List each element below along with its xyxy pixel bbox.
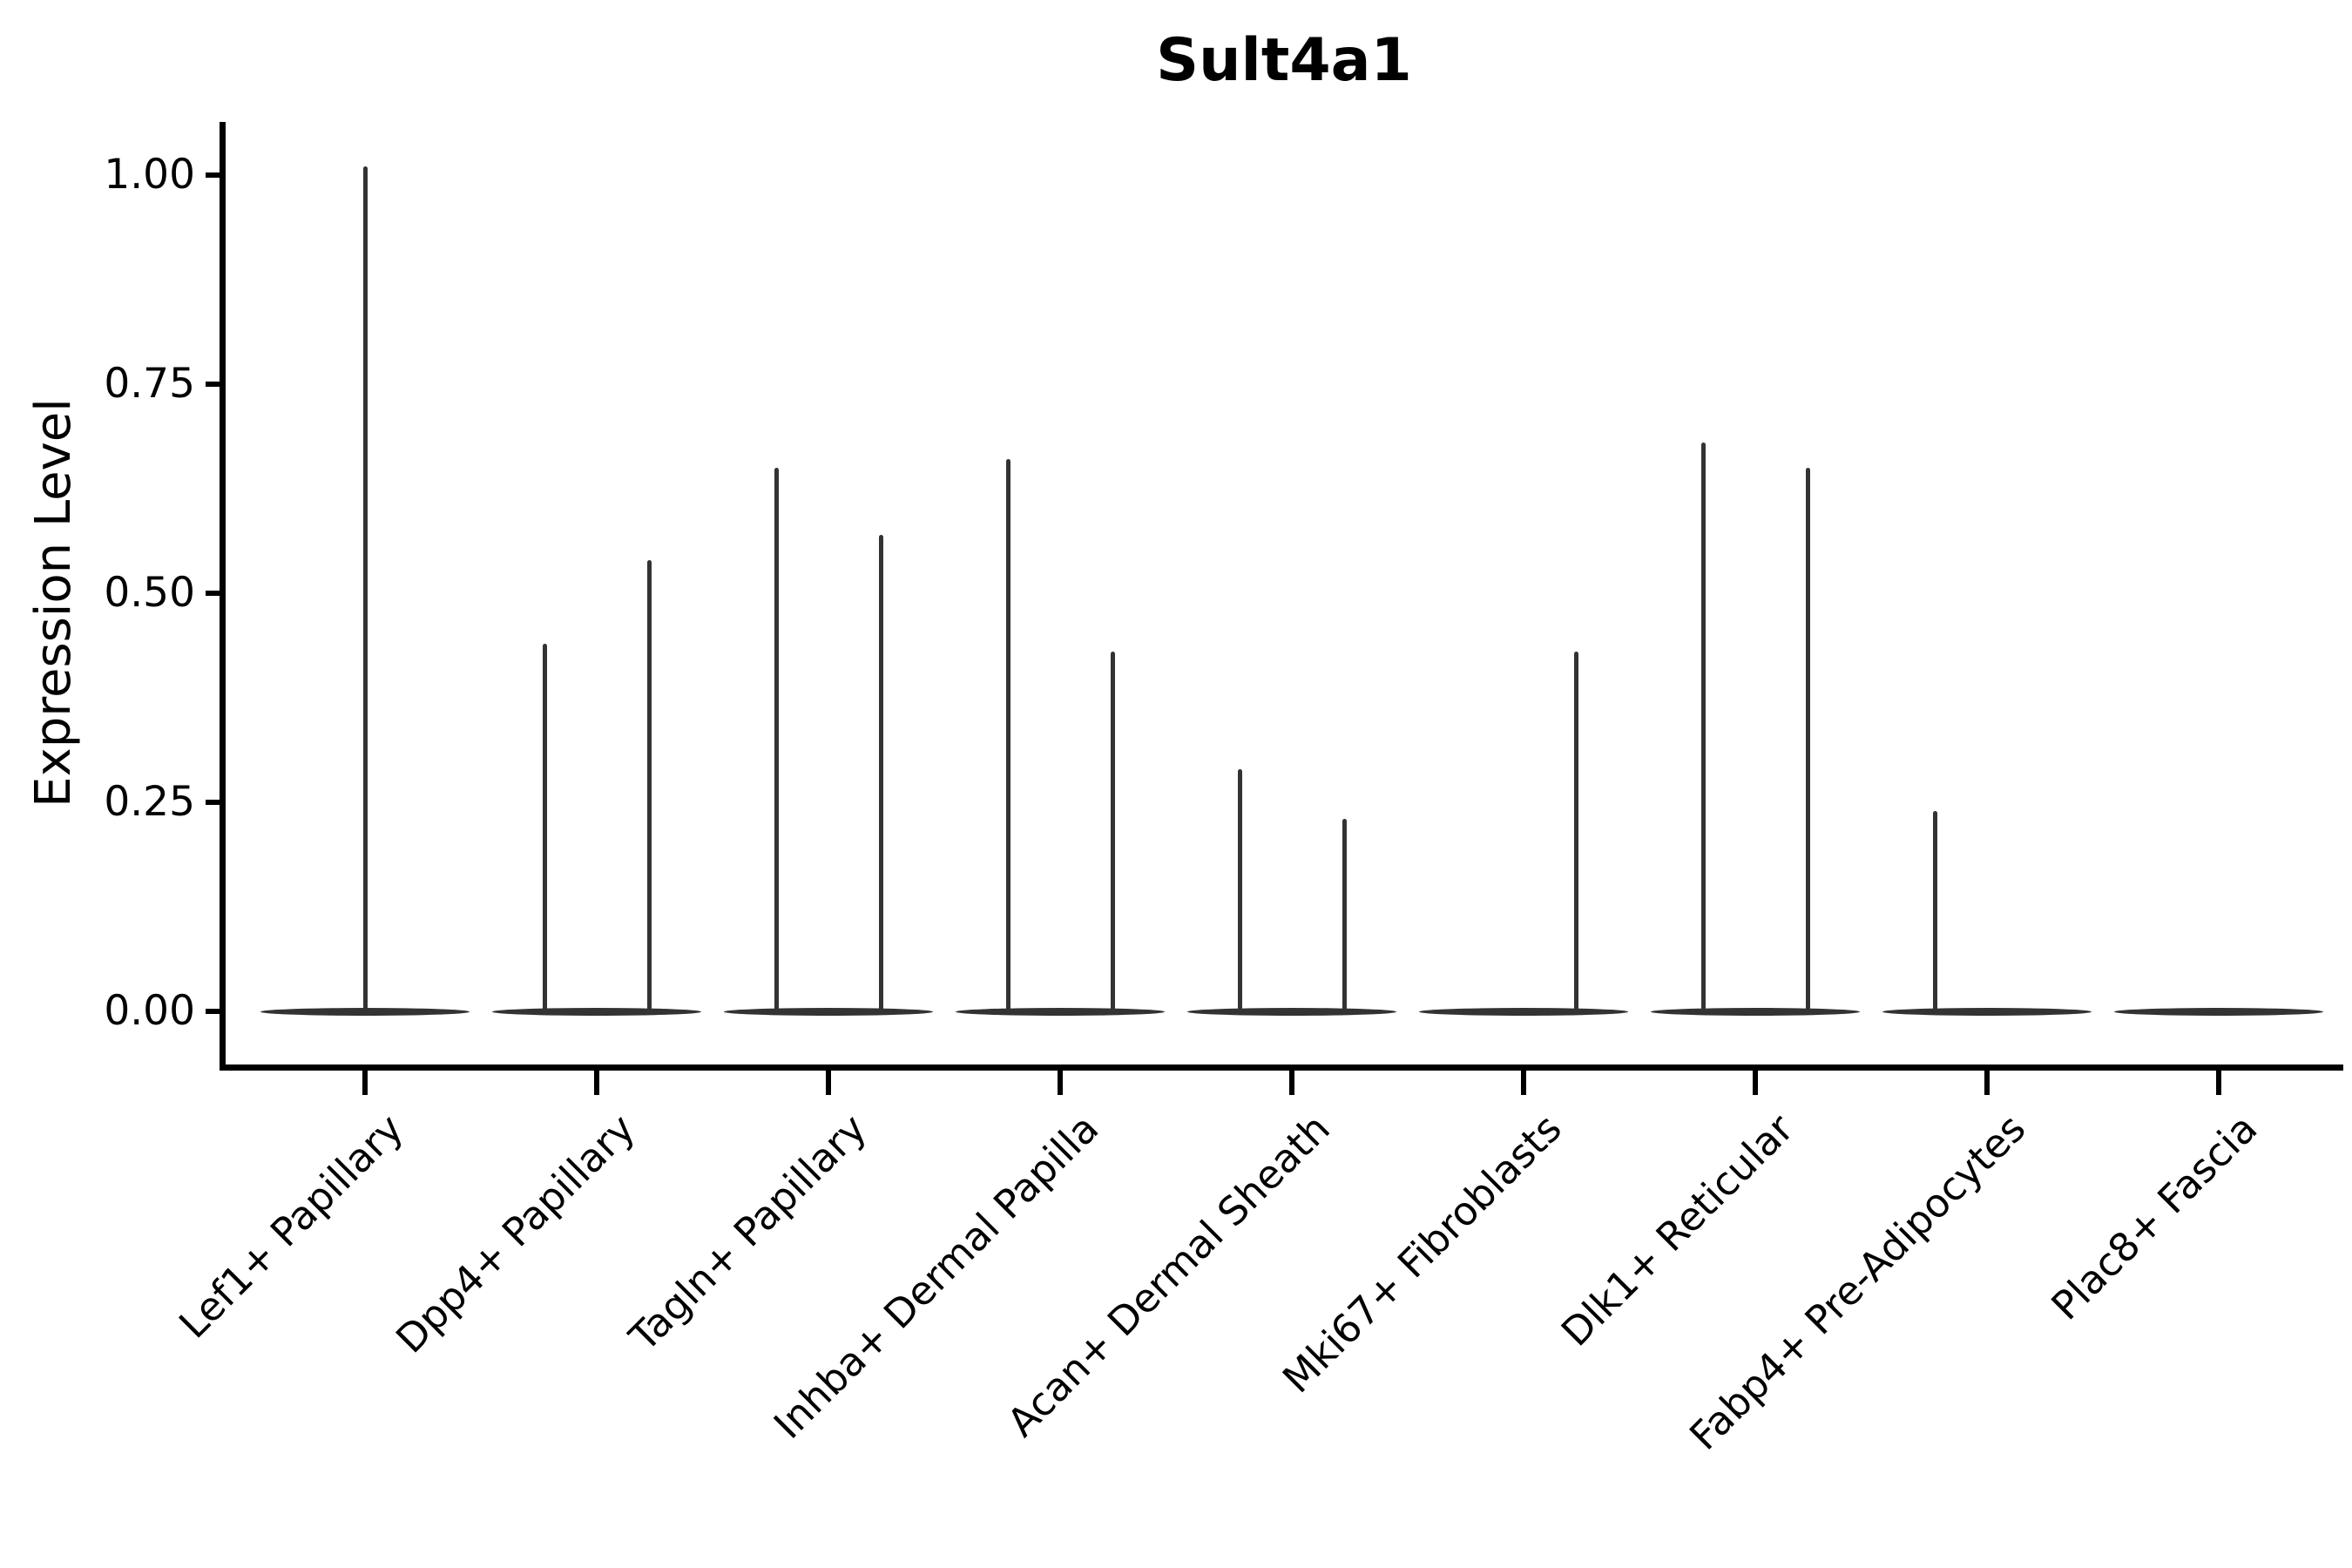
y-tick-mark bbox=[206, 800, 225, 805]
x-tick-mark bbox=[362, 1071, 368, 1095]
violin-baseline bbox=[2114, 1008, 2323, 1016]
violin-spike bbox=[363, 166, 368, 1011]
y-tick-label: 0.00 bbox=[104, 987, 195, 1035]
y-tick-label: 0.50 bbox=[104, 569, 195, 617]
x-tick-label: Lef1+ Papillary bbox=[170, 1105, 413, 1348]
y-axis-line bbox=[220, 122, 226, 1071]
x-tick-label: Tagln+ Papillary bbox=[620, 1105, 876, 1361]
violin-baseline bbox=[956, 1008, 1165, 1016]
y-tick-label: 1.00 bbox=[104, 151, 195, 199]
violin-baseline bbox=[1419, 1008, 1628, 1016]
x-tick-mark bbox=[826, 1071, 831, 1095]
x-tick-mark bbox=[2216, 1071, 2221, 1095]
x-tick-mark bbox=[1521, 1071, 1526, 1095]
violin-spike bbox=[879, 534, 883, 1011]
x-tick-label: Plac8+ Fascia bbox=[2042, 1105, 2267, 1329]
y-tick-mark bbox=[206, 382, 225, 387]
x-tick-mark bbox=[1753, 1071, 1758, 1095]
violin-baseline bbox=[492, 1008, 701, 1016]
y-tick-label: 0.25 bbox=[104, 778, 195, 826]
x-tick-label: Dlk1+ Reticular bbox=[1552, 1105, 1803, 1355]
chart-title: Sult4a1 bbox=[1156, 26, 1412, 95]
violin-spike bbox=[1701, 443, 1706, 1011]
x-tick-label: Dpp4+ Papillary bbox=[387, 1105, 645, 1362]
violin-spike bbox=[543, 643, 547, 1011]
violin-baseline bbox=[1651, 1008, 1860, 1016]
x-tick-mark bbox=[1984, 1071, 1990, 1095]
violin-spike bbox=[774, 468, 779, 1011]
x-axis-line bbox=[220, 1064, 2343, 1071]
violin-spike bbox=[1111, 652, 1115, 1011]
x-tick-mark bbox=[1058, 1071, 1063, 1095]
violin-spike bbox=[1806, 468, 1810, 1011]
x-tick-mark bbox=[594, 1071, 599, 1095]
y-tick-mark bbox=[206, 591, 225, 596]
violin-spike bbox=[1006, 459, 1010, 1011]
y-tick-mark bbox=[206, 1009, 225, 1014]
x-tick-mark bbox=[1289, 1071, 1294, 1095]
violin-spike bbox=[1574, 652, 1578, 1011]
violin-spike bbox=[1933, 810, 1937, 1011]
violin-baseline bbox=[260, 1008, 470, 1016]
violin-spike bbox=[647, 559, 652, 1011]
y-tick-label: 0.75 bbox=[104, 360, 195, 408]
violin-baseline bbox=[724, 1008, 933, 1016]
violin-baseline bbox=[1882, 1008, 2092, 1016]
violin-baseline bbox=[1187, 1008, 1396, 1016]
y-tick-mark bbox=[206, 172, 225, 178]
violin-spike bbox=[1238, 768, 1242, 1011]
violin-spike bbox=[1342, 819, 1347, 1011]
